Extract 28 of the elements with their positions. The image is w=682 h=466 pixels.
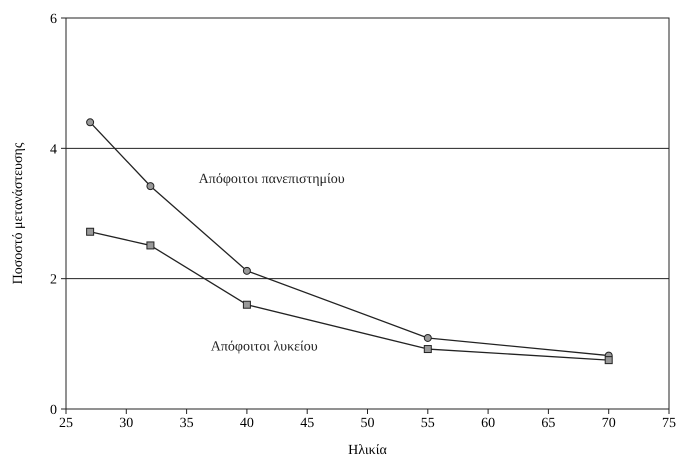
series-label: Απόφοιτοι λυκείου <box>210 340 318 355</box>
point <box>146 182 154 190</box>
x-tick-label: 55 <box>420 416 435 431</box>
point <box>242 300 251 309</box>
y-axis-title: Ποσοστό μετανάστευσης <box>11 142 26 284</box>
x-tick-label: 30 <box>119 416 134 431</box>
point <box>242 266 251 275</box>
x-tick-label: 65 <box>541 416 556 431</box>
y-tick-label: 0 <box>50 403 57 418</box>
y-tick-label: 6 <box>50 12 57 27</box>
x-tick-label: 25 <box>59 416 73 431</box>
x-tick-label: 45 <box>300 416 314 431</box>
point <box>86 228 94 236</box>
text: Απόφοιτοι πανεπιστημίου <box>198 172 345 187</box>
point <box>86 118 94 126</box>
point <box>424 345 432 354</box>
x-tick-label: 75 <box>662 416 676 431</box>
y-tick-label: 4 <box>50 142 57 158</box>
x-tick-label: 50 <box>360 416 374 431</box>
x-tick-label: 60 <box>481 416 496 431</box>
x-tick-label: 70 <box>602 416 616 431</box>
point <box>146 241 154 250</box>
x-axis-title: Ηλικία <box>348 443 388 458</box>
point <box>424 334 432 342</box>
y-tick-label: 2 <box>50 272 57 288</box>
x-tick-label: 35 <box>180 416 194 431</box>
point <box>604 356 613 364</box>
x-tick-label: 40 <box>240 416 254 431</box>
